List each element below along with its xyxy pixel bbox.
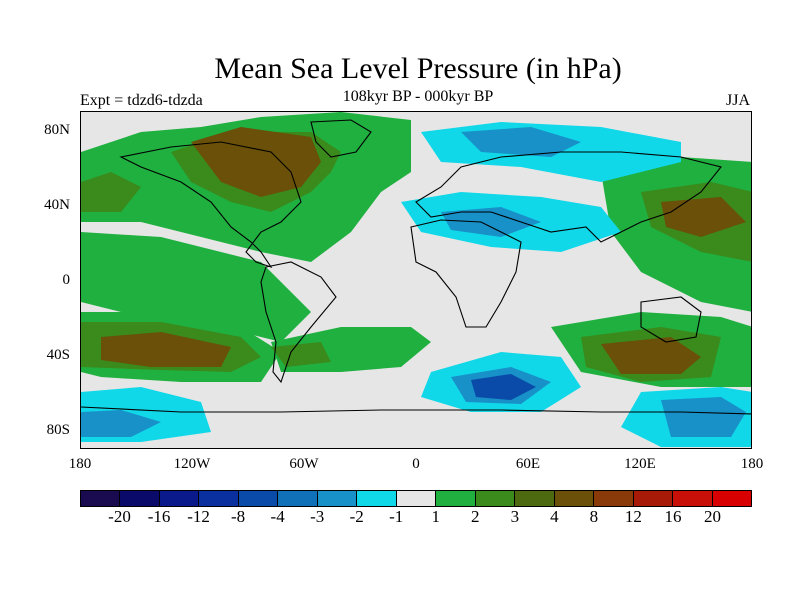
pressure-anomaly-map [80,111,752,449]
colorbar-swatch-12 [554,491,595,506]
chart-title: Mean Sea Level Pressure (in hPa) [214,52,622,85]
colorbar-swatch-10 [475,491,516,506]
colorbar-label: 4 [550,507,559,526]
x-label-60e: 60E [515,456,541,472]
y-label-0: 0 [62,272,71,288]
colorbar-swatch-9 [436,491,476,506]
colorbar-label: -1 [389,507,404,526]
colorbar-label: -20 [108,507,131,526]
colorbar-label: 20 [703,507,721,526]
x-label-60w: 60W [289,456,319,472]
colorbar-swatch-2 [159,491,200,506]
chart-subtitle: 108kyr BP - 000kyr BP [342,88,494,105]
colorbar-swatch-8 [396,491,437,506]
colorbar-label: 12 [624,507,642,526]
y-label-40s: 40S [46,347,70,363]
x-label-120w: 120W [173,456,211,472]
colorbar-label: -2 [349,507,364,526]
colorbar-swatch-7 [357,491,397,506]
colorbar-swatch-4 [238,491,279,506]
colorbar-label: 2 [471,507,480,526]
season-label: JJA [726,92,751,109]
colorbar-swatch-6 [317,491,358,506]
colorbar-label: -12 [187,507,210,526]
x-label-0: 0 [412,456,420,472]
colorbar-label: 1 [431,507,441,526]
colorbar-swatch-1 [120,491,160,506]
x-label-180w: 180 [68,456,92,472]
colorbar-label: -4 [270,507,285,526]
colorbar-swatch-5 [278,491,318,506]
colorbar-label: -16 [147,507,171,526]
x-label-180e: 180 [740,456,764,472]
colorbar-swatch-16 [712,491,751,506]
colorbar-swatch-14 [633,491,674,506]
colorbar-label: 3 [510,507,520,526]
colorbar-swatch-3 [199,491,239,506]
colorbar-label: 8 [589,507,599,526]
y-label-80n: 80N [44,122,70,138]
y-label-40n: 40N [44,197,70,213]
x-label-120e: 120E [624,456,656,472]
colorbar-swatch-13 [594,491,634,506]
colorbar-swatch-11 [515,491,555,506]
colorbar-label: -3 [310,507,325,526]
colorbar-swatch-0 [81,491,121,506]
colorbar [80,490,752,507]
colorbar-label: -8 [231,507,246,526]
colorbar-swatch-15 [673,491,713,506]
y-label-80s: 80S [46,422,70,438]
map-canvas [81,112,751,448]
colorbar-label: 16 [664,507,682,526]
experiment-label: Expt = tdzd6-tdzda [80,92,203,109]
